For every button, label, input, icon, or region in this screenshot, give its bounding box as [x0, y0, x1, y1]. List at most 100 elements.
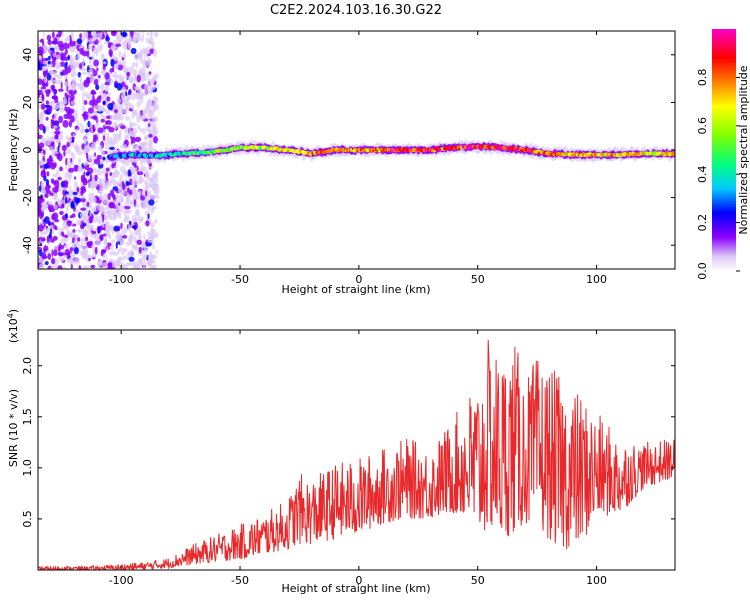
noise-blob — [116, 235, 121, 242]
noise-blob — [147, 236, 151, 243]
noise-blob — [125, 100, 130, 105]
noise-blob — [103, 31, 107, 35]
noise-blob — [50, 84, 56, 91]
noise-blob — [60, 244, 65, 250]
noise-blob — [109, 51, 113, 58]
noise-blob — [46, 34, 52, 41]
noise-blob — [83, 170, 86, 179]
spectrogram-y-tick-label: 20 — [21, 95, 34, 109]
noise-blob — [43, 70, 47, 78]
noise-blob — [59, 44, 65, 52]
noise-blob — [93, 35, 97, 42]
noise-blob — [38, 208, 42, 215]
noise-blob — [102, 227, 106, 231]
noise-blob — [133, 173, 138, 181]
noise-blob — [91, 243, 95, 250]
noise-blob — [94, 174, 98, 182]
noise-blob — [98, 75, 101, 79]
spectrogram-y-tick-label: -20 — [21, 189, 34, 207]
spectrogram-ticks: -100 -50 0 50 100 -40 -20 0 20 40 — [21, 31, 675, 286]
noise-blob — [120, 125, 126, 129]
noise-blob — [69, 247, 74, 252]
noise-blob — [152, 243, 156, 250]
noise-blob — [153, 172, 157, 179]
noise-blob — [119, 73, 122, 81]
colorbar-tick-label: 0.2 — [696, 214, 709, 232]
noise-blob — [58, 115, 63, 124]
spectrogram-x-tick-label: -50 — [231, 273, 249, 286]
colorbar-ticks: 0.0 0.2 0.4 0.6 0.8 — [696, 69, 740, 280]
noise-blob — [129, 262, 134, 267]
noise-blob — [133, 236, 138, 243]
noise-blob — [150, 121, 157, 130]
noise-blob — [136, 228, 141, 233]
noise-blob — [64, 191, 69, 196]
noise-blob — [41, 201, 48, 210]
noise-blob — [100, 234, 104, 241]
noise-blob — [97, 127, 104, 134]
noise-blob — [77, 237, 81, 242]
noise-blob — [125, 69, 128, 73]
noise-blob — [96, 204, 103, 211]
noise-blob — [80, 207, 86, 211]
noise-blob — [93, 168, 98, 174]
noise-blob — [116, 35, 123, 44]
noise-blob — [64, 48, 68, 55]
noise-blob — [86, 153, 89, 160]
snr-y-tick-label: 0.5 — [21, 510, 34, 528]
noise-blob — [134, 136, 142, 143]
noise-blob — [91, 31, 97, 37]
noise-blob — [148, 38, 152, 45]
noise-blob — [44, 261, 49, 266]
noise-blob — [120, 165, 126, 173]
noise-blob — [55, 33, 62, 38]
noise-blob — [89, 205, 92, 209]
noise-blob — [131, 242, 134, 248]
noise-blob — [63, 75, 68, 79]
spectrogram-x-tick-label: 50 — [471, 273, 485, 286]
noise-blob — [145, 220, 150, 227]
noise-blob — [63, 150, 66, 157]
noise-blob — [131, 122, 137, 127]
noise-blob — [52, 186, 59, 193]
noise-blob — [144, 54, 148, 58]
noise-blob — [100, 31, 103, 36]
noise-blob — [76, 54, 81, 61]
noise-blob — [69, 162, 75, 166]
noise-blob — [107, 265, 113, 269]
noise-blob — [148, 128, 152, 135]
noise-blob — [132, 136, 136, 144]
noise-blob — [131, 179, 134, 185]
noise-blob — [140, 165, 147, 172]
noise-blob — [128, 224, 131, 232]
noise-blob — [51, 213, 56, 221]
noise-blob — [134, 52, 139, 60]
noise-blob — [98, 180, 104, 187]
noise-blob — [147, 57, 151, 64]
noise-blob — [87, 197, 94, 204]
noise-blob — [66, 162, 69, 166]
snr-panel: -100 -50 0 50 100 0.5 1.0 1.5 2.0 Height of stra… — [6, 309, 676, 595]
noise-blob — [69, 46, 76, 53]
noise-blob — [105, 125, 111, 130]
noise-blob — [129, 122, 133, 130]
noise-blob — [39, 123, 45, 131]
noise-blob — [65, 206, 69, 213]
noise-blob — [112, 262, 116, 268]
noise-blob — [44, 140, 49, 147]
noise-blob — [139, 70, 144, 76]
colorbar-label: Normalized spectral amplitude — [737, 65, 750, 234]
noise-blob — [42, 65, 48, 72]
noise-blob — [144, 51, 149, 55]
noise-blob — [68, 185, 72, 192]
noise-blob — [153, 136, 159, 144]
noise-blob — [145, 190, 148, 197]
colorbar-tick-label: 0.4 — [696, 165, 709, 183]
noise-blob — [151, 184, 157, 192]
colorbar-tick-label: 0.6 — [696, 117, 709, 135]
spectrogram-y-tick-label: -40 — [21, 236, 34, 254]
spectrogram-y-label: Frequency (Hz) — [7, 109, 20, 192]
noise-blob — [54, 218, 59, 223]
snr-y-label: SNR (10 * v/v) — [7, 389, 20, 467]
snr-y-multiplier-exp: 4 — [6, 313, 15, 318]
